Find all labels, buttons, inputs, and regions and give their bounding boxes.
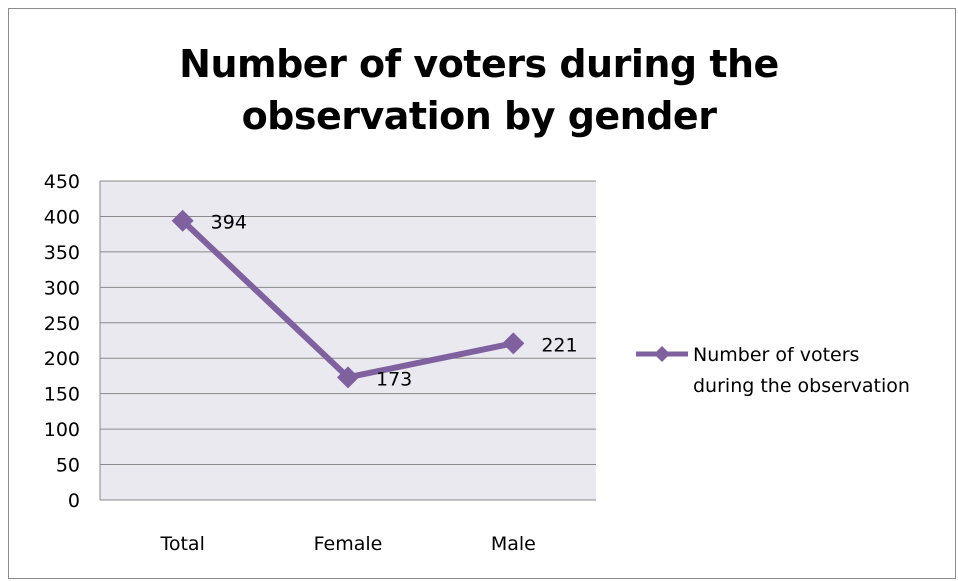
data-point-marker — [171, 209, 194, 232]
x-axis-tick-labels: Total Female Male — [159, 533, 535, 555]
legend-marker — [654, 346, 670, 362]
y-tick-label: 0 — [68, 490, 80, 512]
chart-title-line-2: observation by gender — [241, 94, 717, 138]
data-point-marker — [502, 332, 525, 355]
y-tick-label: 200 — [44, 348, 80, 370]
y-tick-label: 450 — [44, 171, 80, 193]
x-tick-label: Male — [491, 533, 536, 555]
data-labels: 394 173 221 — [211, 212, 578, 391]
plot-area — [100, 181, 596, 500]
x-tick-label: Female — [314, 533, 383, 555]
y-axis-tick-labels: 0 50 100 150 200 250 300 350 400 450 — [44, 171, 80, 512]
x-tick-label: Total — [159, 533, 204, 555]
y-tick-label: 300 — [44, 277, 80, 299]
legend-label: Number of voters — [693, 344, 859, 366]
legend: Number of voters during the observation — [636, 344, 910, 397]
axes — [99, 181, 596, 501]
data-label: 394 — [211, 212, 247, 234]
data-point-marker — [337, 366, 359, 389]
data-label: 221 — [541, 334, 577, 356]
chart-title: Number of voters during the observation … — [0, 38, 958, 142]
chart-title-line-1: Number of voters during the — [179, 42, 779, 86]
data-label: 173 — [376, 368, 412, 390]
y-tick-label: 100 — [44, 419, 80, 441]
y-tick-label: 350 — [44, 242, 80, 264]
series-layer — [171, 209, 525, 389]
legend-label: during the observation — [693, 375, 910, 397]
y-tick-label: 400 — [44, 206, 80, 228]
y-tick-label: 50 — [56, 455, 80, 477]
y-tick-label: 250 — [44, 313, 80, 335]
y-tick-label: 150 — [44, 384, 80, 406]
